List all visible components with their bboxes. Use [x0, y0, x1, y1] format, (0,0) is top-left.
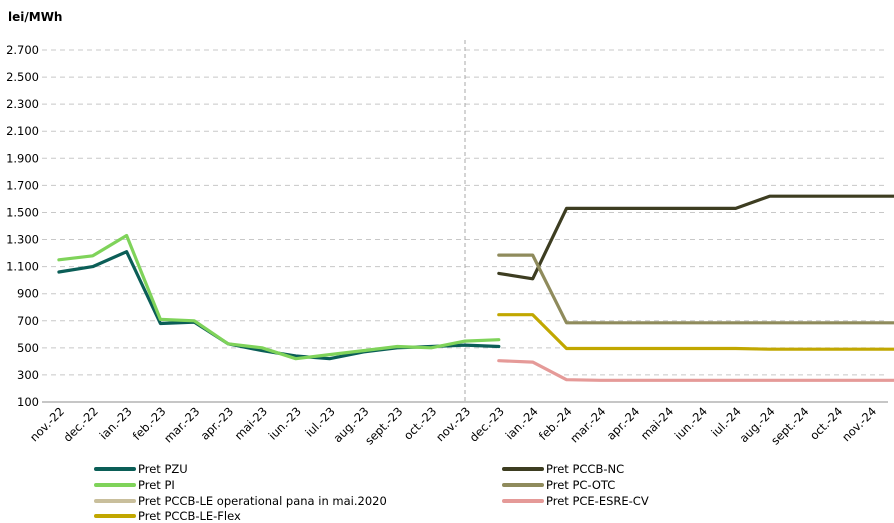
legend-label: Pret PZU — [138, 462, 188, 476]
x-tick-label: iun.-23 — [266, 404, 304, 442]
legend-item-pret-pccb-nc: Pret PCCB-NC — [502, 462, 624, 476]
legend-label: Pret PC-OTC — [546, 478, 616, 492]
x-tick-label: dec.-23 — [467, 404, 507, 444]
x-tick-label: mar.-24 — [567, 404, 608, 445]
series-line-pret-pccb-le-flex — [497, 313, 894, 351]
legend-label: Pret PCCB-LE-Flex — [138, 509, 241, 523]
series-line-pret-pccb-nc — [497, 194, 894, 281]
x-tick-label: mai-23 — [232, 404, 270, 442]
x-tick-label: sept.-23 — [362, 404, 405, 447]
x-tick-label: iun.-24 — [672, 404, 710, 442]
legend-swatch — [502, 499, 544, 503]
series-lines — [57, 194, 894, 382]
x-tick-label: nov.-24 — [839, 404, 879, 444]
legend-item-pret-pccb-le: Pret PCCB-LE operational pana in mai.202… — [94, 494, 387, 508]
legend-swatch — [502, 467, 544, 471]
series-line-pret-pc-otc — [497, 253, 894, 325]
y-tick-label: 300 — [17, 368, 39, 382]
series-line-pret-pce-esre-cv — [497, 359, 894, 382]
x-tick-label: apr.-23 — [198, 404, 237, 443]
y-axis-tick-labels: 100 300 500 700 900 1.100 1.300 1.500 1.700 1.900… — [6, 43, 39, 409]
x-tick-label: mar.-23 — [161, 404, 202, 445]
series-line-pret-pi — [57, 233, 501, 361]
x-tick-label: ian.-23 — [97, 404, 135, 442]
legend-swatch — [94, 483, 136, 487]
y-tick-label: 1.300 — [6, 233, 39, 247]
legend-item-pret-pi: Pret PI — [94, 478, 175, 492]
x-tick-label: mai-24 — [638, 404, 676, 442]
y-tick-label: 700 — [17, 314, 39, 328]
legend-swatch — [94, 514, 136, 518]
legend-swatch — [94, 467, 136, 471]
x-tick-label: dec.-22 — [60, 404, 100, 444]
y-tick-label: 900 — [17, 287, 39, 301]
y-tick-label: 1.700 — [6, 178, 39, 192]
x-tick-label: nov.-23 — [433, 404, 473, 444]
y-tick-label: 2.100 — [6, 124, 39, 138]
x-tick-label: nov.-22 — [27, 404, 67, 444]
x-tick-label: sept.-24 — [768, 404, 811, 447]
series-line-pret-pzu — [57, 250, 501, 361]
legend-label: Pret PCCB-LE operational pana in mai.202… — [138, 494, 387, 508]
legend-item-pret-pc-otc: Pret PC-OTC — [502, 478, 615, 492]
legend-swatch — [94, 499, 136, 503]
x-tick-label: oct.-23 — [401, 404, 439, 442]
y-tick-label: 2.700 — [6, 43, 39, 57]
legend-label: Pret PI — [138, 478, 175, 492]
x-axis-tick-labels: nov.-22dec.-22ian.-23feb.-23mar.-23apr.-… — [27, 404, 879, 447]
legend-item-pret-pccb-le-flex: Pret PCCB-LE-Flex — [94, 509, 241, 523]
y-tick-label: 100 — [17, 395, 39, 409]
y-tick-label: 2.500 — [6, 70, 39, 84]
x-tick-label: apr.-24 — [604, 404, 643, 443]
y-tick-label: 1.500 — [6, 205, 39, 219]
legend-swatch — [502, 483, 544, 487]
legend-label: Pret PCE-ESRE-CV — [546, 494, 649, 508]
y-axis-unit-label: lei/MWh — [8, 10, 63, 24]
y-tick-label: 2.300 — [6, 97, 39, 111]
legend-label: Pret PCCB-NC — [546, 462, 625, 476]
y-tick-label: 1.100 — [6, 260, 39, 274]
y-tick-label: 1.900 — [6, 151, 39, 165]
x-tick-label: ian.-24 — [503, 404, 541, 442]
y-tick-label: 500 — [17, 341, 39, 355]
x-tick-label: oct.-24 — [807, 404, 845, 442]
legend-item-pret-pce-esre-cv: Pret PCE-ESRE-CV — [502, 494, 649, 508]
legend-item-pret-pzu: Pret PZU — [94, 462, 188, 476]
